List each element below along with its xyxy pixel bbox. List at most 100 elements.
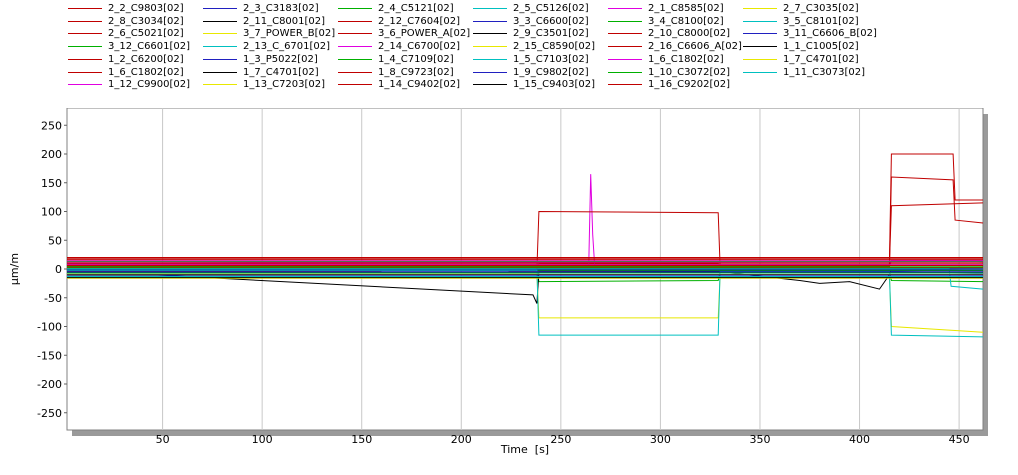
legend-label: 3_7_POWER_B[02] bbox=[243, 28, 336, 40]
y-tick-label: -200 bbox=[37, 378, 62, 391]
y-tick-labels: -250 -200 -150 -100 -50 0 50 100 150 200 250 bbox=[37, 119, 67, 420]
line-chart: -250 -200 -150 -100 -50 0 50 100 150 200 250 50 100… bbox=[8, 108, 988, 456]
y-tick-label: -50 bbox=[44, 292, 62, 305]
legend-label: 3_5_C8101[02] bbox=[783, 15, 859, 27]
legend-swatch bbox=[473, 84, 507, 86]
legend-swatch bbox=[608, 46, 642, 48]
legend-label: 2_7_C3035[02] bbox=[783, 3, 859, 14]
legend-label: 2_13_C_6701[02] bbox=[243, 41, 331, 53]
legend-label: 1_6_C1802[02] bbox=[648, 53, 724, 65]
legend-swatch bbox=[203, 8, 237, 9]
legend-label: 3_12_C6601[02] bbox=[108, 41, 191, 53]
legend-label: 2_1_C8585[02] bbox=[648, 3, 724, 14]
legend-label: 1_15_C9403[02] bbox=[513, 79, 596, 91]
legend-swatch bbox=[68, 71, 102, 73]
legend-label: 1_8_C9723[02] bbox=[378, 66, 454, 78]
legend-label: 2_5_C5126[02] bbox=[513, 3, 589, 14]
y-tick-label: 150 bbox=[41, 177, 62, 190]
legend-label: 1_16_C9202[02] bbox=[648, 79, 731, 91]
legend-swatch bbox=[338, 20, 372, 22]
legend-label: 1_9_C9802[02] bbox=[513, 66, 589, 78]
legend-swatch bbox=[203, 20, 237, 22]
legend-swatch bbox=[473, 71, 507, 73]
legend-swatch bbox=[743, 71, 777, 73]
legend-swatch bbox=[68, 8, 102, 9]
legend-label: 2_2_C9803[02] bbox=[108, 3, 184, 14]
legend-swatch bbox=[68, 20, 102, 22]
x-tick-label: 150 bbox=[351, 433, 372, 446]
y-tick-label: 100 bbox=[41, 206, 62, 219]
y-tick-label: 250 bbox=[41, 119, 62, 132]
legend-swatch bbox=[743, 8, 777, 9]
legend-swatch bbox=[473, 58, 507, 60]
y-tick-label: 0 bbox=[55, 263, 62, 276]
y-tick-label: -150 bbox=[37, 349, 62, 362]
legend-label: 2_11_C8001[02] bbox=[243, 15, 326, 27]
legend-label: 1_2_C6200[02] bbox=[108, 53, 184, 65]
legend-label: 1_4_C7109[02] bbox=[378, 53, 454, 65]
legend-swatch bbox=[68, 33, 102, 35]
legend-label: 1_7_C4701[02] bbox=[783, 53, 859, 65]
legend-label: 3_4_C8100[02] bbox=[648, 15, 724, 27]
legend-label: 3_3_C6600[02] bbox=[513, 15, 589, 27]
legend-swatch bbox=[473, 8, 507, 9]
legend-swatch bbox=[473, 46, 507, 48]
legend-swatch bbox=[473, 20, 507, 22]
legend-label: 1_5_C7103[02] bbox=[513, 53, 589, 65]
legend-swatch bbox=[203, 33, 237, 35]
y-tick-label: -100 bbox=[37, 321, 62, 334]
series-line bbox=[67, 269, 984, 338]
legend-label: 1_14_C9402[02] bbox=[378, 79, 461, 91]
x-axis-title: Time [s] bbox=[500, 443, 549, 456]
legend-label: 2_14_C6700[02] bbox=[378, 41, 461, 53]
legend-swatch bbox=[743, 33, 777, 35]
legend-label: 3_11_C6606_B[02] bbox=[783, 28, 877, 40]
legend-label: 2_3_C3183[02] bbox=[243, 3, 319, 14]
y-tick-label: -250 bbox=[37, 407, 62, 420]
x-tick-label: 400 bbox=[849, 433, 870, 446]
legend-swatch bbox=[338, 46, 372, 48]
legend-label: 2_12_C7604[02] bbox=[378, 15, 461, 27]
legend-label: 2_6_C5021[02] bbox=[108, 28, 184, 40]
legend-swatch bbox=[743, 20, 777, 22]
y-tick-label: 200 bbox=[41, 148, 62, 161]
legend-swatch bbox=[608, 58, 642, 60]
legend-label: 1_7_C4701[02] bbox=[243, 66, 319, 78]
chart-legend: 2_2_C9803[02] 2_3_C3183[02] 2_4_C5121[02] 2… bbox=[0, 0, 1018, 112]
legend-swatch bbox=[608, 20, 642, 22]
legend-swatch bbox=[473, 33, 507, 35]
legend-swatch bbox=[68, 46, 102, 48]
legend-swatch bbox=[338, 84, 372, 86]
legend-swatch bbox=[68, 84, 102, 86]
y-tick-label: 50 bbox=[48, 234, 62, 247]
legend-label: 1_6_C1802[02] bbox=[108, 66, 184, 78]
x-tick-label: 50 bbox=[156, 433, 170, 446]
x-tick-label: 250 bbox=[550, 433, 571, 446]
legend-swatch bbox=[743, 46, 777, 48]
legend-label: 2_4_C5121[02] bbox=[378, 3, 454, 14]
legend-label: 3_6_POWER_A[02] bbox=[378, 28, 471, 40]
legend-label: 2_8_C3034[02] bbox=[108, 15, 184, 27]
legend-label: 1_1_C1005[02] bbox=[783, 41, 859, 53]
legend-swatch bbox=[338, 33, 372, 35]
legend-label: 2_15_C8590[02] bbox=[513, 41, 596, 53]
legend-swatch bbox=[338, 58, 372, 60]
x-tick-label: 450 bbox=[949, 433, 970, 446]
legend-label: 1_10_C3072[02] bbox=[648, 66, 731, 78]
legend-swatch bbox=[203, 84, 237, 86]
legend-label: 1_3_P5022[02] bbox=[243, 53, 318, 65]
legend-swatch bbox=[203, 71, 237, 73]
x-tick-label: 200 bbox=[451, 433, 472, 446]
series-lines bbox=[66, 153, 984, 338]
legend-label: 1_12_C9900[02] bbox=[108, 79, 191, 91]
legend-label: 2_10_C8000[02] bbox=[648, 28, 731, 40]
legend-swatch bbox=[68, 58, 102, 60]
legend-swatch bbox=[338, 71, 372, 73]
legend-label: 2_9_C3501[02] bbox=[513, 28, 589, 40]
legend-swatch bbox=[743, 58, 777, 60]
legend-swatch bbox=[608, 84, 642, 86]
x-tick-labels: 50 100 150 200 250 300 350 400 450 bbox=[156, 433, 970, 446]
legend-label: 1_13_C7203[02] bbox=[243, 79, 326, 91]
y-axis-title: µm/m bbox=[8, 253, 21, 285]
x-tick-label: 100 bbox=[252, 433, 273, 446]
